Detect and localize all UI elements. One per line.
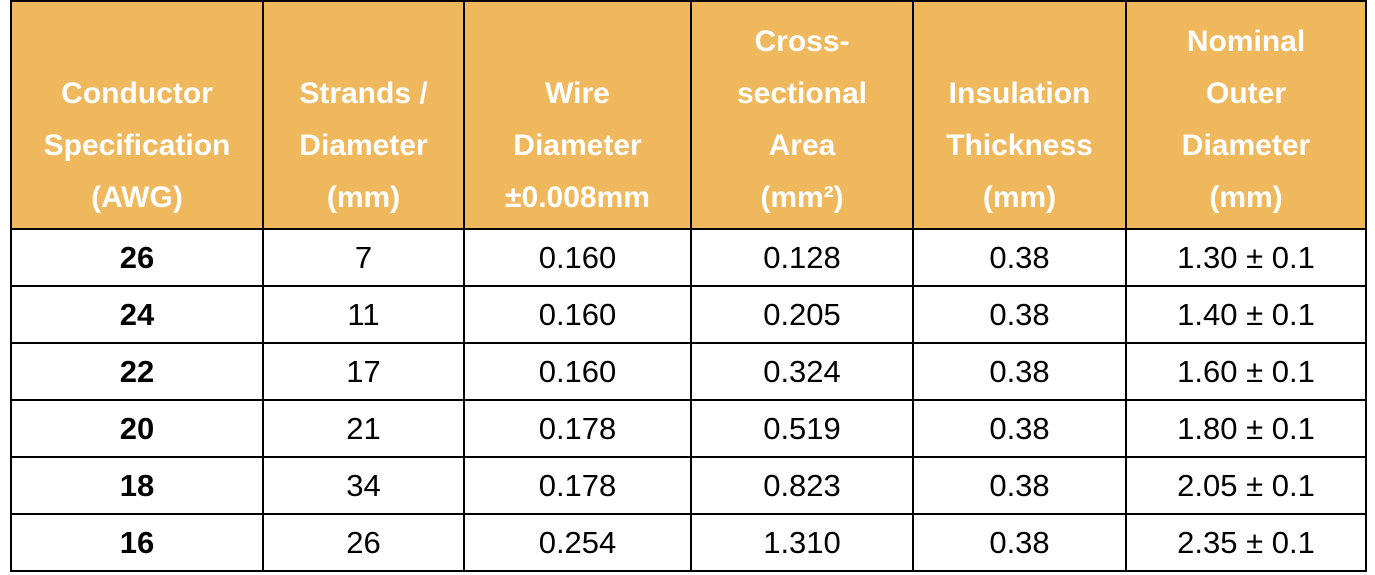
- header-line: Conductor: [61, 77, 213, 110]
- header-cell: Conductor Specification (AWG): [10, 0, 264, 230]
- table-cell: 1.80 ± 0.1: [1125, 399, 1367, 458]
- table-cell: 0.823: [690, 456, 914, 515]
- table-row: 22 17 0.160 0.324 0.38 1.60 ± 0.1: [10, 342, 1367, 401]
- table-cell: 22: [10, 342, 264, 401]
- table-cell: 0.38: [912, 456, 1127, 515]
- table-cell: 18: [10, 456, 264, 515]
- table-cell: 1.310: [690, 513, 914, 572]
- header-cell: Wire Diameter ±0.008mm: [463, 0, 692, 230]
- table-cell: 34: [262, 456, 465, 515]
- table-cell: 0.178: [463, 399, 692, 458]
- table-cell: 16: [10, 513, 264, 572]
- table-cell: 1.40 ± 0.1: [1125, 285, 1367, 344]
- table-cell: 24: [10, 285, 264, 344]
- table-cell: 20: [10, 399, 264, 458]
- table-cell: 2.35 ± 0.1: [1125, 513, 1367, 572]
- table-cell: 7: [262, 228, 465, 287]
- table-cell: 0.38: [912, 399, 1127, 458]
- header-line: Diameter: [299, 129, 428, 162]
- header-line: (AWG): [91, 181, 183, 214]
- table-cell: 0.38: [912, 285, 1127, 344]
- table-cell: 0.38: [912, 228, 1127, 287]
- header-line: (mm): [1209, 181, 1283, 214]
- header-cell: Nominal Outer Diameter (mm): [1125, 0, 1367, 230]
- table-row: 26 7 0.160 0.128 0.38 1.30 ± 0.1: [10, 228, 1367, 287]
- table-cell: 26: [10, 228, 264, 287]
- table-cell: 0.519: [690, 399, 914, 458]
- header-line: sectional: [736, 77, 868, 110]
- header-line: Nominal: [1186, 25, 1306, 58]
- header-line: (mm²): [760, 181, 844, 214]
- table-cell: 1.60 ± 0.1: [1125, 342, 1367, 401]
- header-line: Thickness: [946, 129, 1093, 162]
- table-cell: 0.160: [463, 285, 692, 344]
- table-cell: 0.128: [690, 228, 914, 287]
- table-cell: 1.30 ± 0.1: [1125, 228, 1367, 287]
- table-cell: 0.324: [690, 342, 914, 401]
- header-line: Cross-: [754, 25, 850, 58]
- header-line: Wire: [545, 77, 610, 110]
- header-line: Insulation: [948, 77, 1091, 110]
- table-cell: 0.38: [912, 513, 1127, 572]
- table-cell: 0.205: [690, 285, 914, 344]
- table-cell: 0.254: [463, 513, 692, 572]
- header-cell: Cross-sectional Area (mm²): [690, 0, 914, 230]
- table-cell: 2.05 ± 0.1: [1125, 456, 1367, 515]
- table-row: 18 34 0.178 0.823 0.38 2.05 ± 0.1: [10, 456, 1367, 515]
- header-line: Diameter: [1181, 129, 1311, 162]
- header-line: (mm): [982, 181, 1057, 214]
- table-row: 20 21 0.178 0.519 0.38 1.80 ± 0.1: [10, 399, 1367, 458]
- header-line: Area: [768, 129, 836, 162]
- header-line: (mm): [326, 181, 401, 214]
- table-row: 24 11 0.160 0.205 0.38 1.40 ± 0.1: [10, 285, 1367, 344]
- table-cell: 0.160: [463, 228, 692, 287]
- header-cell: Strands / Diameter (mm): [262, 0, 465, 230]
- table-row: 16 26 0.254 1.310 0.38 2.35 ± 0.1: [10, 513, 1367, 572]
- table-body: 26 7 0.160 0.128 0.38 1.30 ± 0.1 24 11 0.160 0.20…: [10, 228, 1367, 572]
- header-row: Conductor Specification (AWG) Strands / Diam…: [10, 0, 1367, 230]
- header-line: Diameter: [513, 129, 642, 162]
- spec-table: Conductor Specification (AWG) Strands / Diam…: [10, 0, 1367, 572]
- header-line: Specification: [43, 129, 231, 162]
- header-line: ±0.008mm: [505, 181, 650, 214]
- table-cell: 17: [262, 342, 465, 401]
- header-line: Outer: [1205, 77, 1286, 110]
- table-cell: 21: [262, 399, 465, 458]
- header-cell: Insulation Thickness (mm): [912, 0, 1127, 230]
- table-cell: 26: [262, 513, 465, 572]
- header-line: Strands /: [299, 77, 428, 110]
- table-cell: 0.178: [463, 456, 692, 515]
- table-cell: 0.38: [912, 342, 1127, 401]
- table-cell: 0.160: [463, 342, 692, 401]
- table-cell: 11: [262, 285, 465, 344]
